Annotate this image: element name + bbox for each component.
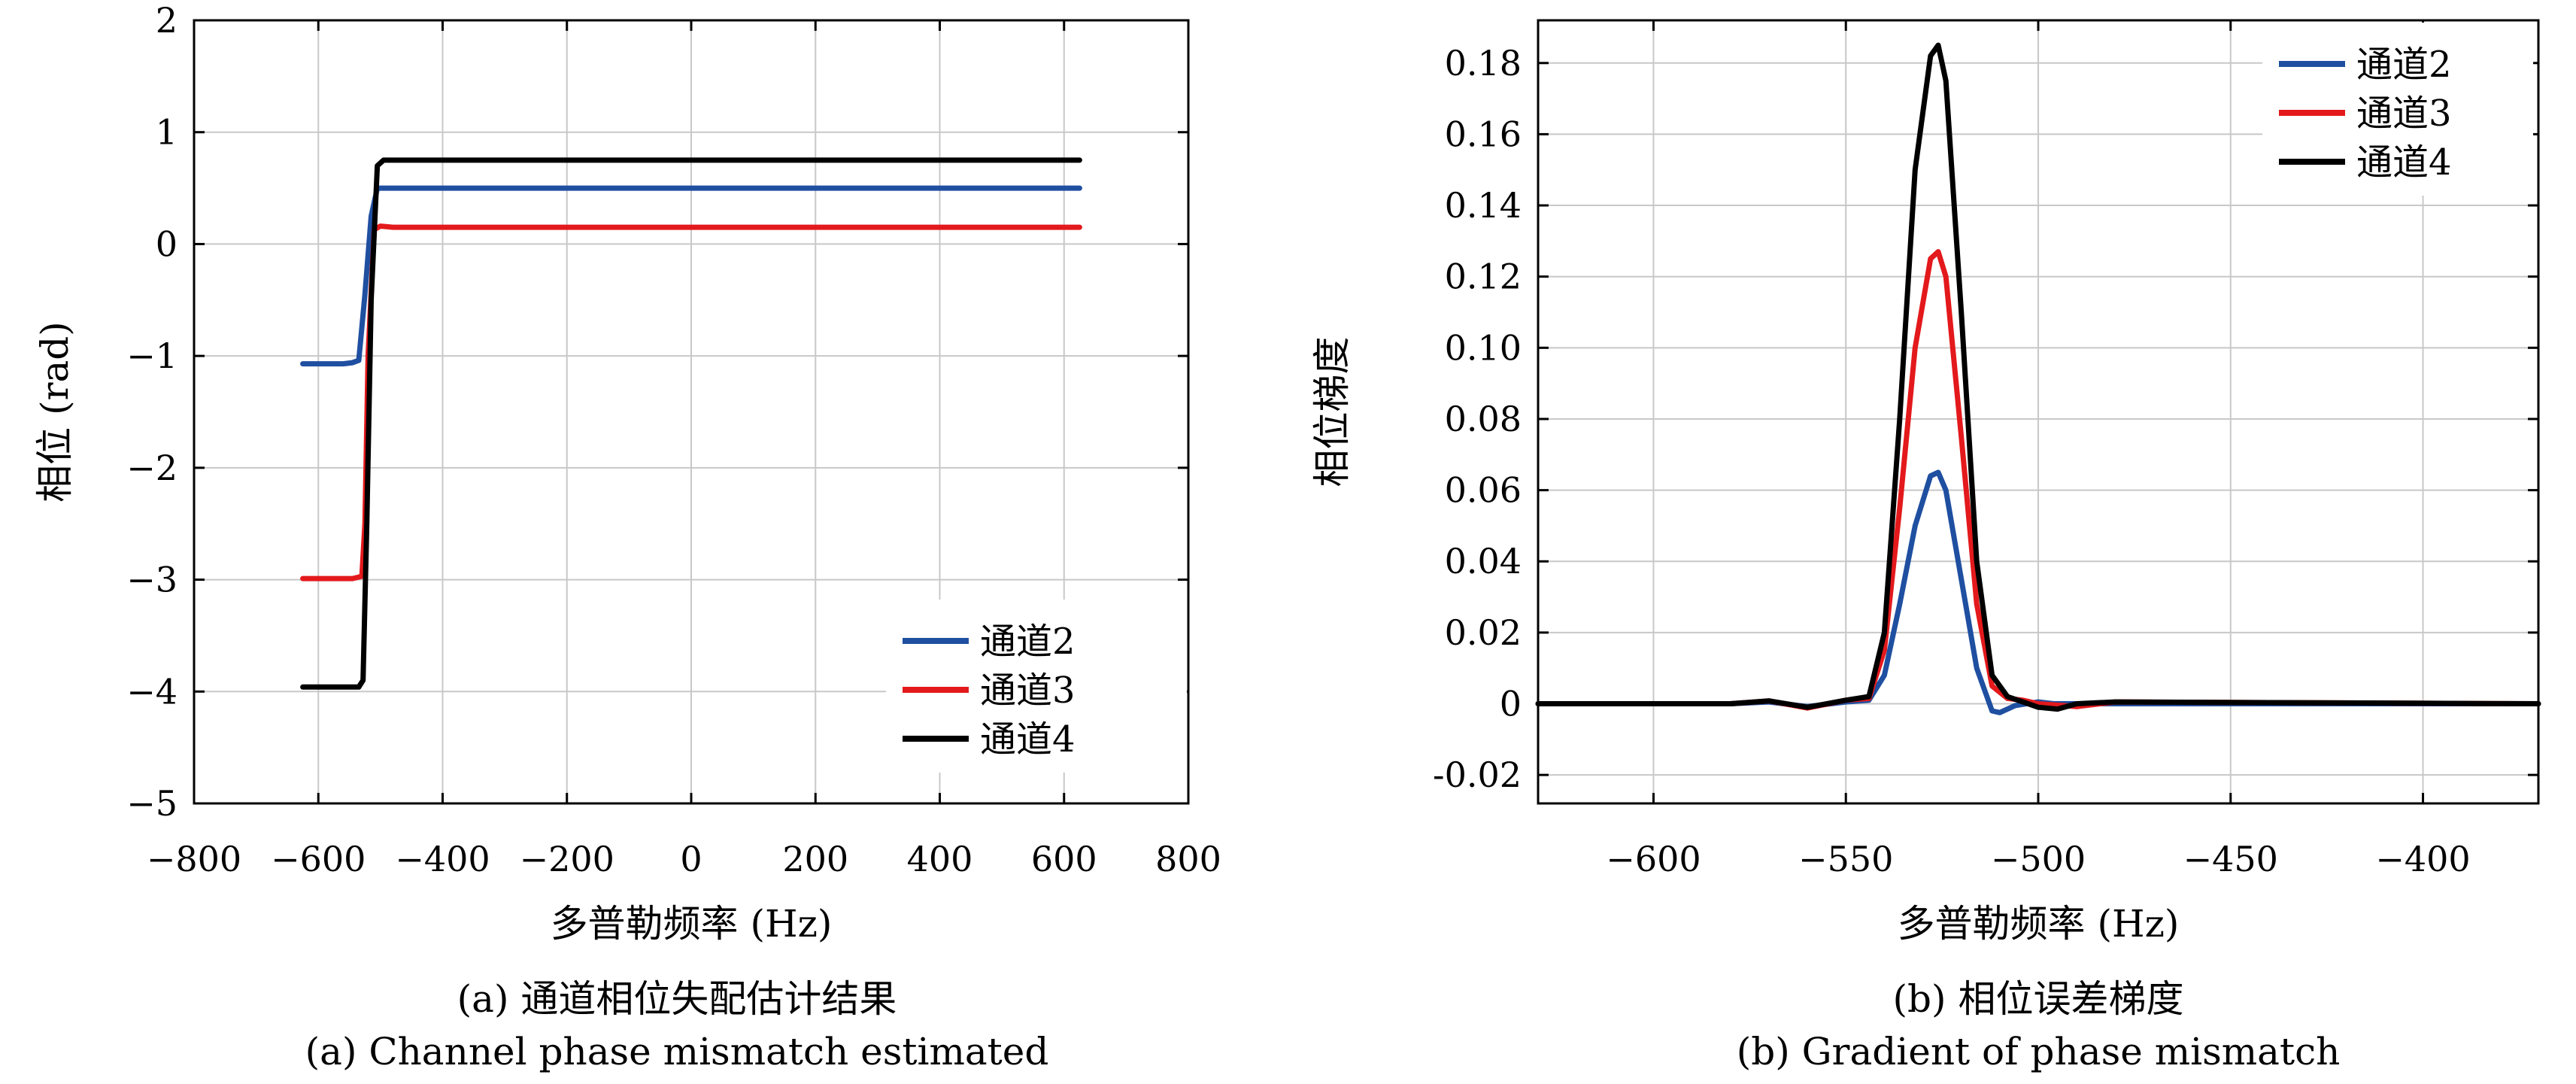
y-tick-label: 1 (156, 112, 177, 153)
left-chart-panel: −800 −600 −400 −200 0 200 400 600 800 2 1 0 −1 −2 −3 −4… (33, 0, 1221, 946)
x-tick-label: −600 (1606, 839, 1701, 879)
legend-label-2: 通道2 (2356, 44, 2452, 86)
left-caption-zh: (a) 通道相位失配估计结果 (457, 977, 897, 1021)
legend-label-2: 通道2 (980, 621, 1076, 663)
plot-frame (1537, 19, 2540, 805)
left-caption-en: (a) Channel phase mismatch estimated (305, 1030, 1049, 1073)
legend-box (2262, 23, 2533, 196)
y-tick-label: 2 (156, 0, 177, 41)
right-caption-en: (b) Gradient of phase mismatch (1737, 1030, 2341, 1073)
y-tick-label: 0.12 (1445, 257, 1522, 297)
legend-label-3: 通道3 (2356, 93, 2452, 135)
x-tick-label: −400 (395, 839, 490, 879)
x-tick-label: 200 (782, 839, 848, 879)
x-tick-label: −600 (271, 839, 366, 879)
series-line-4-4 (300, 157, 1082, 690)
x-tick-label: 400 (907, 839, 973, 879)
series-line-4-4 (1535, 42, 2541, 712)
x-tick-label: −200 (520, 839, 614, 879)
y-tick-label: 0.04 (1445, 541, 1522, 581)
y-tick-label: -0.02 (1433, 755, 1522, 795)
y-tick-label: −1 (126, 336, 177, 376)
y-tick-label: 0.02 (1445, 612, 1522, 653)
legend-box (886, 600, 1187, 773)
x-tick-label: 800 (1155, 839, 1221, 879)
y-tick-label: 0.08 (1445, 399, 1522, 439)
y-tick-label: −4 (126, 671, 177, 712)
y-axis-label: 相位梯度 (1310, 337, 1354, 487)
y-tick-label: −3 (126, 560, 177, 600)
y-tick-label: 0.16 (1445, 114, 1522, 154)
right-chart-panel: −600 −550 −500 −450 −400 0.18 0.16 0.14 0.12 0.10… (1310, 19, 2541, 946)
x-tick-label: −450 (2183, 839, 2278, 879)
y-tick-label: 0 (156, 223, 177, 264)
y-tick-label: 0.18 (1445, 43, 1522, 84)
y-tick-label: −2 (126, 448, 177, 488)
x-axis-label: 多普勒频率 (Hz) (1898, 902, 2180, 946)
x-tick-label: −500 (1991, 839, 2086, 879)
x-tick-label: −550 (1798, 839, 1893, 879)
legend-label-4: 通道4 (980, 718, 1076, 761)
x-tick-label: 600 (1031, 839, 1097, 879)
y-tick-label: 0.06 (1445, 470, 1522, 511)
y-axis-label: 相位 (rad) (33, 321, 77, 503)
x-tick-label: 0 (680, 839, 702, 879)
y-tick-label: −5 (126, 783, 177, 824)
y-tick-label: 0 (1500, 684, 1522, 724)
y-tick-label: 0.14 (1445, 185, 1522, 226)
x-axis-label: 多普勒频率 (Hz) (551, 902, 833, 946)
y-tick-label: 0.10 (1445, 327, 1522, 368)
right-caption-zh: (b) 相位误差梯度 (1893, 977, 2184, 1021)
x-tick-label: −400 (2375, 839, 2470, 879)
legend-label-3: 通道3 (980, 670, 1076, 712)
x-tick-label: −800 (147, 839, 241, 879)
legend-label-4: 通道4 (2356, 141, 2452, 184)
series-line-2-2 (300, 185, 1082, 367)
plot-frame (193, 19, 1190, 805)
